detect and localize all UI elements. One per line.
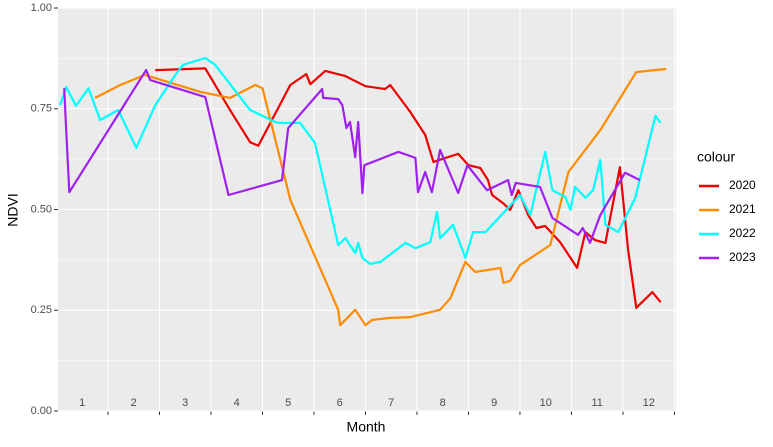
legend-title: colour: [697, 149, 735, 165]
y-tick-label: 0.50: [31, 203, 52, 215]
month-label: 8: [440, 397, 446, 409]
month-label: 3: [182, 397, 188, 409]
y-tick-label: 0.25: [31, 304, 52, 316]
y-tick-label: 0.75: [31, 103, 52, 115]
legend-label: 2021: [729, 202, 756, 216]
month-label: 4: [234, 397, 240, 409]
legend-label: 2022: [729, 226, 756, 240]
month-label: 1: [79, 397, 85, 409]
month-label: 11: [591, 397, 602, 409]
series-line: [63, 69, 641, 244]
month-label: 6: [337, 397, 343, 409]
month-label: 7: [388, 397, 394, 409]
month-label: 12: [643, 397, 655, 409]
month-label: 5: [285, 397, 291, 409]
series-line: [59, 56, 662, 265]
legend-label: 2020: [729, 178, 756, 192]
month-label: 10: [540, 397, 552, 409]
y-tick-label: 0.00: [31, 405, 52, 417]
y-tick-label: 1.00: [31, 2, 52, 14]
series-line: [155, 67, 662, 309]
x-axis-title: Month: [347, 419, 386, 435]
series-line: [94, 67, 667, 327]
legend-label: 2023: [729, 250, 756, 264]
month-label: 9: [491, 397, 497, 409]
month-label: 2: [131, 397, 137, 409]
y-axis-title: NDVI: [5, 193, 21, 226]
